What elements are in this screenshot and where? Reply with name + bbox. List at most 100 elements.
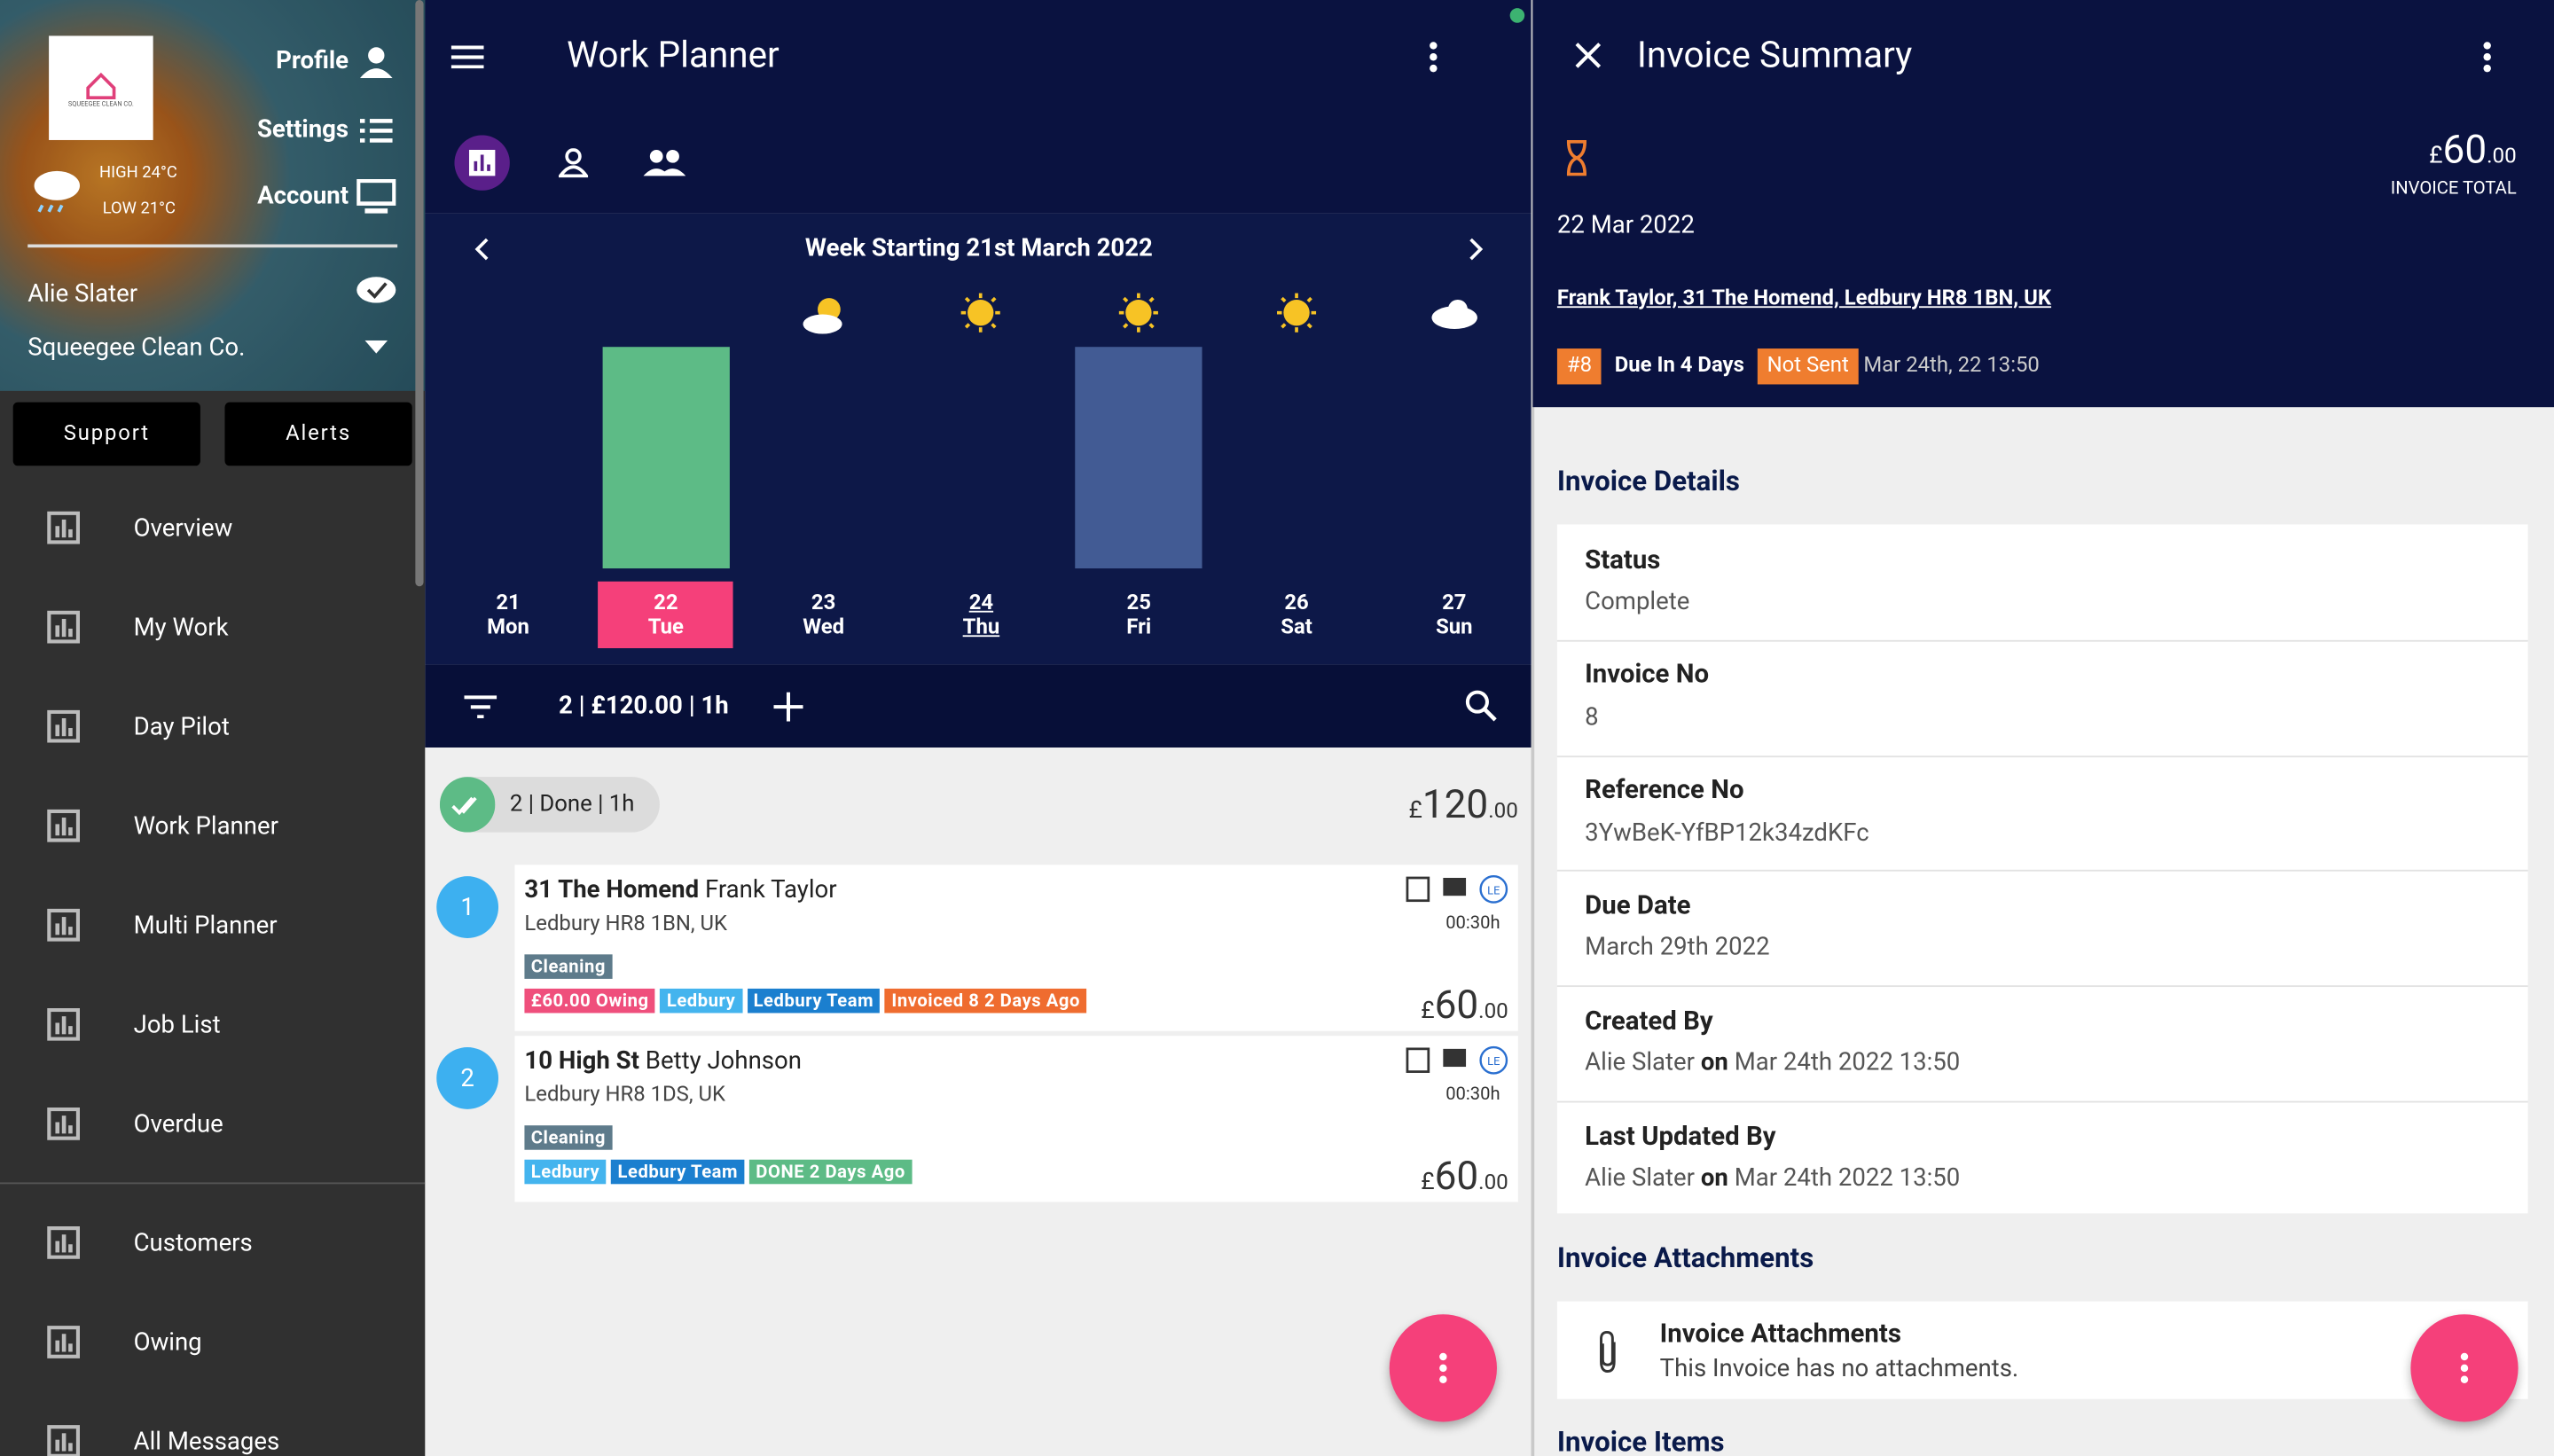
status-dot bbox=[1509, 8, 1525, 23]
day-bar bbox=[602, 347, 730, 569]
details-card bbox=[1556, 524, 2528, 1214]
more-menu-icon[interactable] bbox=[1427, 39, 1440, 74]
day-name[interactable]: Fri bbox=[1126, 614, 1152, 639]
day-date[interactable]: 27 bbox=[1442, 590, 1467, 615]
day-date[interactable]: 23 bbox=[811, 590, 836, 615]
day-date[interactable]: 25 bbox=[1126, 590, 1151, 615]
scrollbar bbox=[415, 0, 424, 587]
menu-icon bbox=[47, 610, 81, 644]
day-date[interactable]: 22 bbox=[654, 590, 678, 615]
settings-link[interactable]: Settings bbox=[256, 114, 349, 144]
svg-text:LE: LE bbox=[1487, 1055, 1500, 1069]
amount-whole: 60 bbox=[1434, 982, 1479, 1029]
row-divider bbox=[1556, 985, 2528, 988]
account-link[interactable]: Account bbox=[257, 180, 349, 210]
menu-item[interactable]: Overview bbox=[133, 513, 233, 543]
day-name[interactable]: Tue bbox=[647, 614, 684, 639]
sidebar-button[interactable]: Support bbox=[12, 402, 200, 466]
company-name[interactable]: Squeegee Clean Co. bbox=[27, 332, 246, 362]
selected-day[interactable] bbox=[597, 581, 733, 649]
profile-link[interactable]: Profile bbox=[276, 45, 349, 75]
amount-whole: 120 bbox=[1422, 781, 1489, 828]
hamburger-icon[interactable] bbox=[450, 45, 484, 69]
amount-fraction: .00 bbox=[2487, 145, 2517, 170]
filter-icon[interactable] bbox=[464, 695, 497, 719]
invoice-date: 22 Mar 2022 bbox=[1556, 209, 1695, 240]
prev-week[interactable] bbox=[474, 238, 490, 261]
currency-symbol: £ bbox=[1408, 796, 1422, 825]
more-menu-icon[interactable] bbox=[1437, 1350, 1450, 1386]
weather-icon bbox=[1277, 293, 1317, 333]
detail-value: 8 bbox=[1585, 700, 1598, 732]
day-name[interactable]: Sun bbox=[1436, 614, 1473, 639]
day-date[interactable]: 21 bbox=[496, 590, 521, 615]
value-text: Alie Slater bbox=[1585, 1047, 1695, 1077]
sidebar-button[interactable]: Alerts bbox=[224, 402, 412, 466]
menu-item[interactable]: Work Planner bbox=[133, 810, 278, 841]
row-divider bbox=[1556, 755, 2528, 757]
menu-item[interactable]: My Work bbox=[133, 612, 229, 642]
add-icon[interactable] bbox=[773, 692, 803, 722]
menu-item[interactable]: Customers bbox=[133, 1227, 253, 1257]
job-title: 10 High St Betty Johnson bbox=[524, 1044, 802, 1076]
menu-item[interactable]: Overdue bbox=[133, 1108, 223, 1139]
service-tag: Cleaning bbox=[524, 1125, 613, 1150]
menu-icon bbox=[47, 1425, 81, 1456]
job-address: Ledbury HR8 1DS, UK bbox=[524, 1082, 725, 1108]
pending-icon bbox=[1566, 139, 1586, 176]
invoice-number-tag: #8 bbox=[1556, 348, 1602, 385]
day-date[interactable]: 26 bbox=[1284, 590, 1309, 615]
menu-item[interactable]: Day Pilot bbox=[133, 711, 230, 741]
profile-icon bbox=[359, 47, 393, 79]
detail-label: Reference No bbox=[1585, 773, 1744, 805]
weather-icon bbox=[1119, 293, 1159, 333]
tag: DONE 2 Days Ago bbox=[748, 1159, 913, 1185]
job-icons: LE bbox=[1406, 874, 1508, 904]
amount-fraction: .00 bbox=[1478, 1000, 1508, 1025]
value-joiner: on bbox=[1700, 1047, 1728, 1077]
close-icon[interactable] bbox=[1575, 43, 1602, 68]
tab-team[interactable] bbox=[643, 148, 686, 177]
value-text: 3YwBeK-YfBP12k34zdKFc bbox=[1585, 817, 1869, 847]
detail-label: Last Updated By bbox=[1585, 1119, 1776, 1151]
search-icon[interactable] bbox=[1464, 689, 1497, 722]
settings-icon bbox=[359, 119, 393, 143]
invoice-total-label: INVOICE TOTAL bbox=[2390, 177, 2517, 200]
more-menu-icon[interactable] bbox=[2480, 39, 2494, 74]
section-title: Invoice Attachments bbox=[1556, 1242, 1814, 1276]
detail-label: Created By bbox=[1585, 1004, 1713, 1036]
tag: Invoiced 8 2 Days Ago bbox=[885, 988, 1087, 1014]
weather-icon bbox=[1431, 299, 1477, 330]
job-title: 31 The Homend Frank Taylor bbox=[524, 873, 836, 905]
menu-item[interactable]: Owing bbox=[133, 1327, 202, 1358]
tab-person[interactable] bbox=[559, 148, 589, 178]
more-menu-icon[interactable] bbox=[2458, 1350, 2472, 1386]
next-week[interactable] bbox=[1468, 238, 1484, 261]
row-divider bbox=[1556, 1100, 2528, 1103]
job-price: £60.00 bbox=[1421, 1152, 1508, 1209]
divider bbox=[27, 244, 398, 248]
day-name[interactable]: Mon bbox=[487, 614, 529, 639]
day-name[interactable]: Sat bbox=[1281, 614, 1312, 639]
invoice-total: £60.00 bbox=[2429, 126, 2517, 184]
invoice-address[interactable]: Frank Taylor, 31 The Homend, Ledbury HR8… bbox=[1556, 286, 2052, 310]
menu-icon bbox=[47, 1226, 81, 1259]
logo-icon bbox=[86, 72, 116, 100]
menu-item[interactable]: Multi Planner bbox=[133, 910, 278, 940]
menu-item[interactable]: All Messages bbox=[133, 1426, 280, 1456]
day-date[interactable]: 24 bbox=[968, 590, 994, 615]
detail-label: Due Date bbox=[1585, 888, 1691, 920]
tab-chart[interactable] bbox=[454, 135, 510, 191]
menu-item[interactable]: Job List bbox=[133, 1009, 221, 1039]
tag: Ledbury Team bbox=[747, 988, 881, 1014]
amount-fraction: .00 bbox=[1488, 800, 1518, 825]
day-name[interactable]: Thu bbox=[962, 614, 1000, 639]
attachments-card bbox=[1556, 1301, 2528, 1399]
amount-whole: 60 bbox=[2442, 127, 2487, 174]
currency-symbol: £ bbox=[1421, 1168, 1435, 1196]
currency-symbol: £ bbox=[2429, 142, 2443, 170]
value-text: Complete bbox=[1585, 586, 1690, 616]
value-text: Alie Slater bbox=[1585, 1162, 1695, 1193]
day-name[interactable]: Wed bbox=[803, 614, 845, 639]
dropdown-icon[interactable] bbox=[364, 340, 388, 354]
